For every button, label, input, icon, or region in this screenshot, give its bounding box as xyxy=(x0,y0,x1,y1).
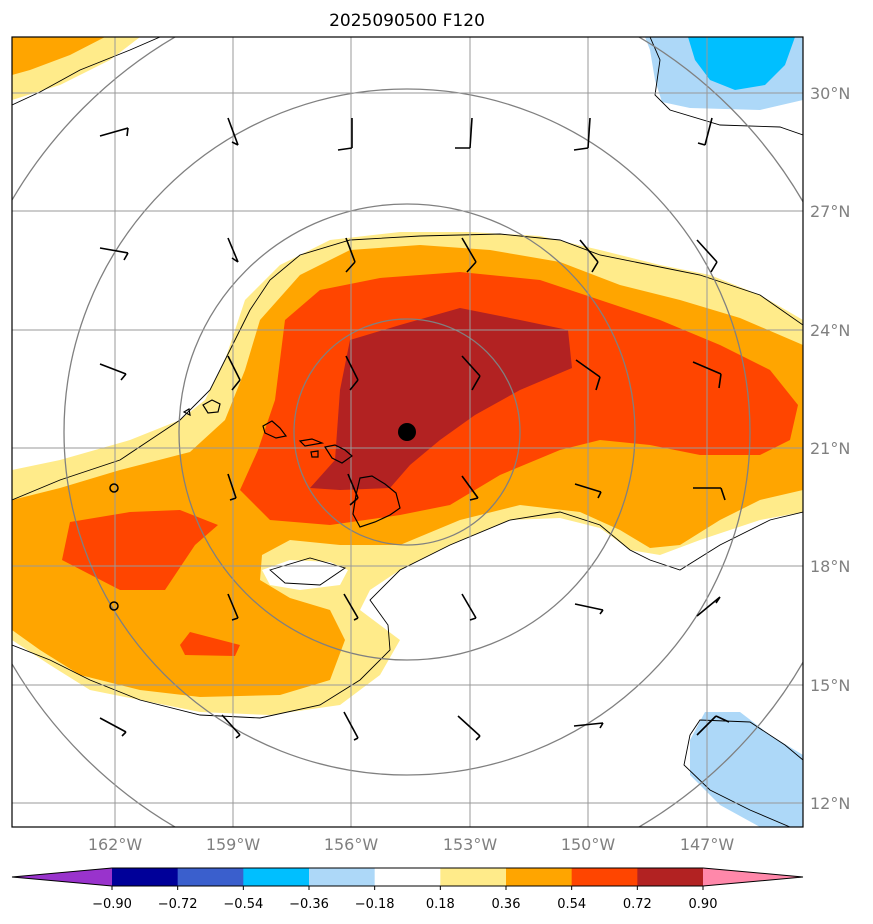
island-niihau xyxy=(182,408,191,417)
wind-barb xyxy=(99,363,127,381)
wind-barb xyxy=(696,596,721,617)
wind-barb xyxy=(227,593,239,621)
figure-title: 2025090500 F120 xyxy=(329,11,485,31)
wind-barb xyxy=(574,483,602,499)
wind-barb xyxy=(343,711,359,741)
lon-label: 159°W xyxy=(206,835,261,854)
wind-barb xyxy=(227,355,241,391)
map-area xyxy=(12,37,803,827)
wind-barb xyxy=(221,714,241,739)
colorbar-tick-label: −0.54 xyxy=(223,897,263,912)
wind-barb xyxy=(345,355,359,391)
wind-barb xyxy=(696,239,718,273)
contour-lines xyxy=(12,37,803,827)
anomaly-inlet xyxy=(262,560,348,590)
negative-anomaly-region-se xyxy=(690,712,803,827)
lat-label: 18°N xyxy=(810,557,850,576)
wind-barb xyxy=(461,593,477,621)
lat-label: 30°N xyxy=(810,84,850,103)
colorbar-tick-label: −0.72 xyxy=(158,897,198,912)
wind-barb xyxy=(347,473,359,506)
calm-wind-marker xyxy=(109,601,119,611)
wind-barb xyxy=(227,237,239,263)
latitude-labels: 30°N 27°N 24°N 21°N 18°N 15°N 12°N xyxy=(810,84,850,813)
wind-barbs xyxy=(99,117,730,741)
colorbar-tick-label: 0.18 xyxy=(426,897,455,912)
colorbar-segment xyxy=(309,868,376,886)
wind-barb xyxy=(693,487,726,501)
wind-barb xyxy=(227,117,239,146)
anomaly-band-darkred xyxy=(310,308,572,490)
wind-barb xyxy=(343,593,359,621)
island-kauai xyxy=(202,399,221,414)
colorbar-tick-label: 0.36 xyxy=(492,897,521,912)
colorbar: −0.90 −0.72 −0.54 −0.36 −0.18 0.18 0.36 0.54 0.7… xyxy=(11,867,804,912)
map-frame xyxy=(11,36,804,828)
wind-barb xyxy=(345,237,356,273)
island-molokai xyxy=(298,438,325,447)
colorbar-extend-low xyxy=(12,868,112,886)
colorbar-segment xyxy=(177,868,244,886)
colorbar-tick-label: −0.36 xyxy=(289,897,329,912)
colorbar-extend-high xyxy=(703,868,803,886)
lat-label: 15°N xyxy=(810,676,850,695)
island-maui xyxy=(324,444,353,464)
wind-barb xyxy=(574,603,604,615)
wind-barb xyxy=(696,715,730,736)
lat-label: 21°N xyxy=(810,439,850,458)
lat-label: 12°N xyxy=(810,794,850,813)
island-hawaii xyxy=(352,475,401,528)
lat-label: 24°N xyxy=(810,321,850,340)
wind-barb xyxy=(579,239,599,273)
wind-barb xyxy=(461,475,479,501)
negative-anomaly-region-ne-inner xyxy=(688,37,795,90)
wind-barb xyxy=(697,117,713,146)
wind-barb xyxy=(99,127,129,137)
colorbar-tick-label: 0.54 xyxy=(557,897,586,912)
wind-barb xyxy=(99,717,127,737)
wind-barb xyxy=(575,359,601,391)
wind-barb xyxy=(461,237,477,273)
storm-center-marker xyxy=(398,423,416,441)
wind-barb xyxy=(99,247,129,261)
colorbar-segment xyxy=(243,868,310,886)
island-oahu xyxy=(262,420,288,439)
colorbar-segment xyxy=(571,868,638,886)
lon-label: 147°W xyxy=(680,835,735,854)
wind-barb xyxy=(227,473,237,501)
island-coastlines xyxy=(182,399,401,528)
colorbar-tick-label: −0.90 xyxy=(92,897,132,912)
lon-label: 153°W xyxy=(443,835,498,854)
colorbar-tick-label: −0.18 xyxy=(355,897,395,912)
calm-wind-marker xyxy=(109,483,119,493)
colorbar-segment xyxy=(374,868,441,886)
wind-barb xyxy=(461,355,481,391)
colorbar-segment xyxy=(506,868,573,886)
colorbar-segment xyxy=(440,868,507,886)
wind-barb xyxy=(457,715,481,741)
wind-barb xyxy=(692,361,722,389)
lon-label: 162°W xyxy=(88,835,143,854)
wind-barb xyxy=(455,117,473,149)
range-rings xyxy=(12,37,803,827)
colorbar-tick-label: 0.90 xyxy=(689,897,718,912)
wind-barb xyxy=(573,722,604,729)
anomaly-band-red xyxy=(62,272,798,656)
colorbar-segment xyxy=(112,868,179,886)
graticule xyxy=(12,37,803,827)
lat-label: 27°N xyxy=(810,202,850,221)
lon-label: 156°W xyxy=(324,835,379,854)
colorbar-tick-label: 0.72 xyxy=(623,897,652,912)
lon-label: 150°W xyxy=(561,835,616,854)
longitude-labels: 162°W 159°W 156°W 153°W 150°W 147°W xyxy=(88,835,735,854)
island-lanai xyxy=(310,450,319,458)
colorbar-segment xyxy=(637,868,704,886)
wind-barb xyxy=(337,118,353,151)
wind-barb xyxy=(573,117,591,151)
